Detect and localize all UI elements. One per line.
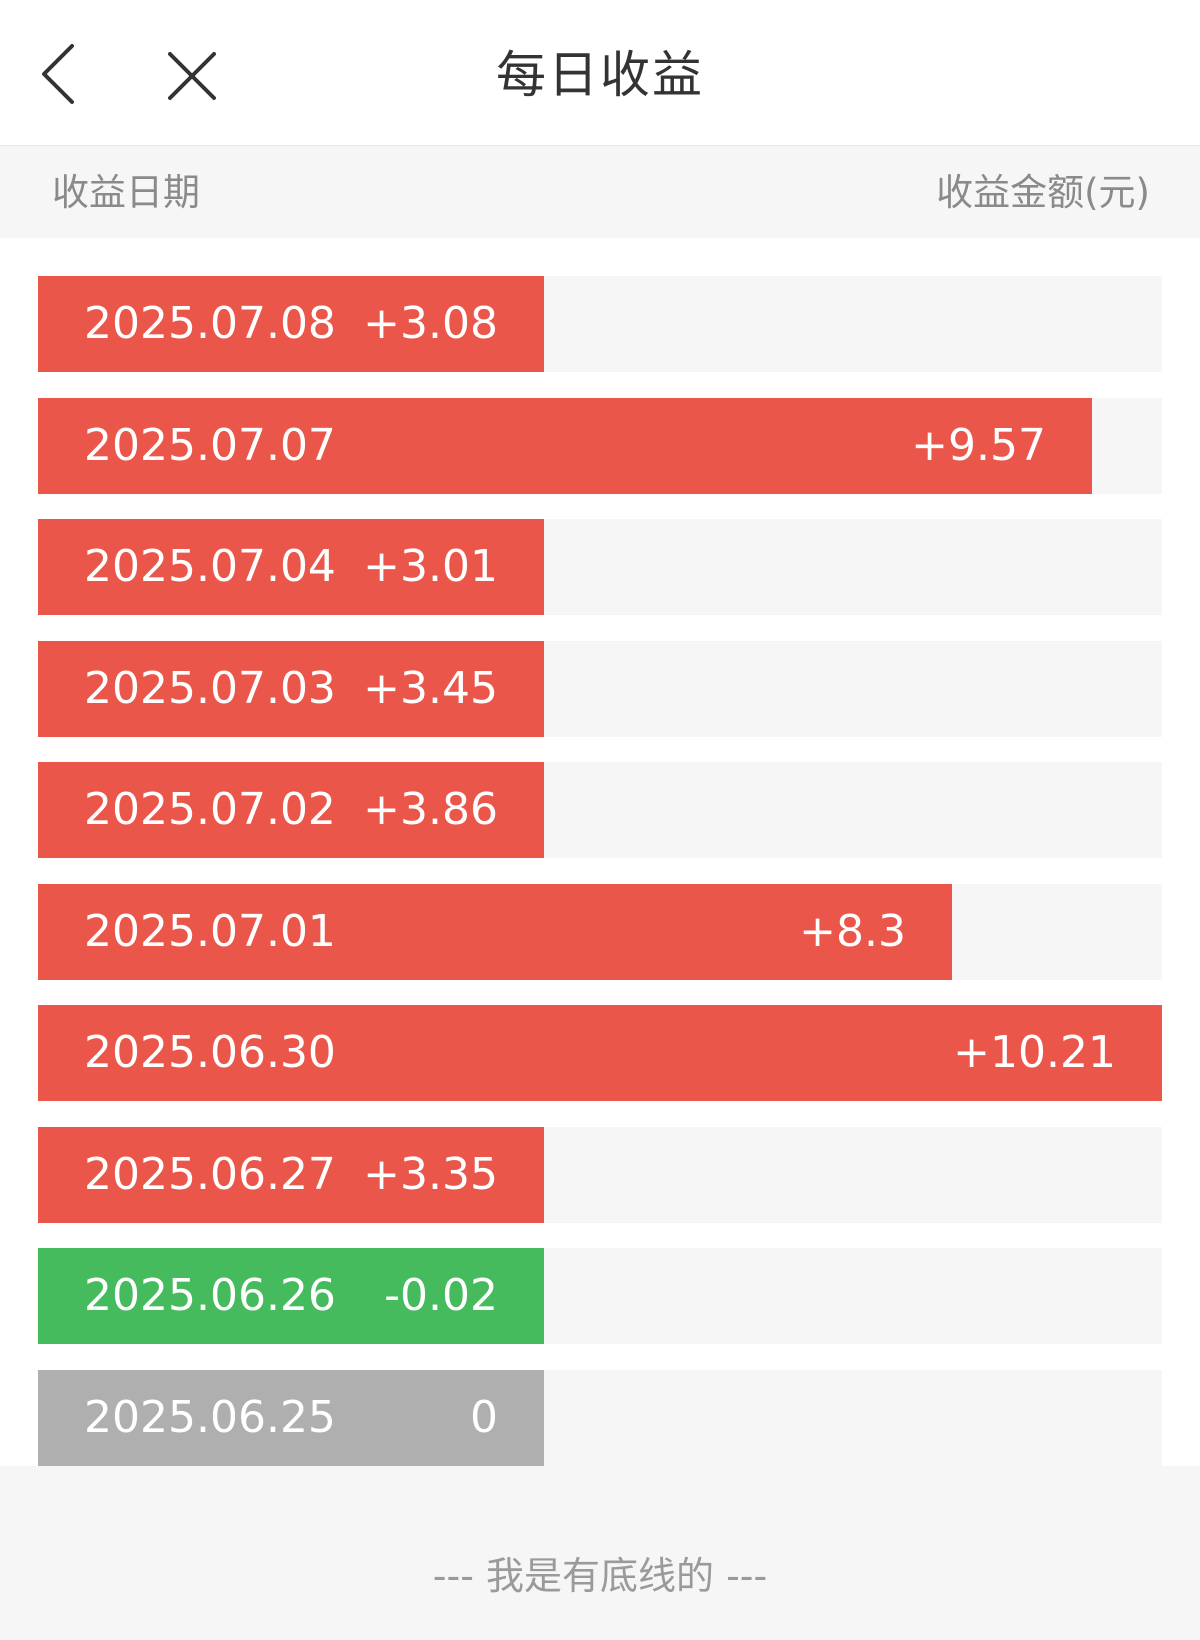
earnings-amount: 0 [470, 1392, 498, 1443]
earnings-row[interactable]: 2025.07.04 +3.01 [38, 519, 1162, 615]
earnings-row[interactable]: 2025.06.30 +10.21 [38, 1005, 1162, 1101]
earnings-date: 2025.07.07 [84, 420, 336, 471]
earnings-amount: +10.21 [953, 1027, 1116, 1078]
earnings-bar: 2025.07.07 +9.57 [38, 398, 1092, 494]
top-nav-bar: 每日收益 [0, 0, 1200, 146]
earnings-bar: 2025.07.03 +3.45 [38, 641, 544, 737]
earnings-row[interactable]: 2025.06.25 0 [38, 1370, 1162, 1466]
earnings-bar: 2025.07.04 +3.01 [38, 519, 544, 615]
column-header: 收益日期 收益金额(元) [0, 146, 1200, 238]
earnings-bar: 2025.06.30 +10.21 [38, 1005, 1162, 1101]
amount-column-label: 收益金额(元) [936, 171, 1150, 214]
earnings-bar: 2025.07.08 +3.08 [38, 276, 544, 372]
earnings-amount: +3.35 [363, 1149, 498, 1200]
earnings-amount: +3.08 [363, 298, 498, 349]
page-title: 每日收益 [496, 46, 704, 104]
earnings-row[interactable]: 2025.07.01 +8.3 [38, 884, 1162, 980]
earnings-row[interactable]: 2025.06.27 +3.35 [38, 1127, 1162, 1223]
earnings-amount: -0.02 [384, 1270, 498, 1321]
earnings-row[interactable]: 2025.07.07 +9.57 [38, 398, 1162, 494]
earnings-amount: +3.01 [363, 541, 498, 592]
close-icon [168, 52, 216, 100]
earnings-row[interactable]: 2025.07.08 +3.08 [38, 276, 1162, 372]
earnings-bar: 2025.07.02 +3.86 [38, 762, 544, 858]
earnings-date: 2025.07.04 [84, 541, 336, 592]
earnings-amount: +3.45 [363, 663, 498, 714]
date-column-label: 收益日期 [52, 171, 200, 214]
earnings-date: 2025.07.01 [84, 906, 336, 957]
back-button[interactable] [30, 36, 90, 112]
earnings-date: 2025.07.02 [84, 784, 336, 835]
chevron-left-icon [42, 44, 74, 104]
earnings-date: 2025.06.30 [84, 1027, 336, 1078]
earnings-date: 2025.07.08 [84, 298, 336, 349]
earnings-date: 2025.06.26 [84, 1270, 336, 1321]
earnings-bar: 2025.06.27 +3.35 [38, 1127, 544, 1223]
earnings-row[interactable]: 2025.06.26 -0.02 [38, 1248, 1162, 1344]
close-button[interactable] [160, 44, 224, 108]
earnings-date: 2025.06.25 [84, 1392, 336, 1443]
earnings-row[interactable]: 2025.07.03 +3.45 [38, 641, 1162, 737]
earnings-bar: 2025.07.01 +8.3 [38, 884, 952, 980]
earnings-amount: +3.86 [363, 784, 498, 835]
earnings-amount: +8.3 [799, 906, 906, 957]
end-of-list-text: --- 我是有底线的 --- [432, 1554, 768, 1598]
earnings-bar: 2025.06.26 -0.02 [38, 1248, 544, 1344]
earnings-bar: 2025.06.25 0 [38, 1370, 544, 1466]
list-footer: --- 我是有底线的 --- [0, 1466, 1200, 1640]
earnings-date: 2025.06.27 [84, 1149, 336, 1200]
earnings-row[interactable]: 2025.07.02 +3.86 [38, 762, 1162, 858]
earnings-amount: +9.57 [911, 420, 1046, 471]
earnings-date: 2025.07.03 [84, 663, 336, 714]
